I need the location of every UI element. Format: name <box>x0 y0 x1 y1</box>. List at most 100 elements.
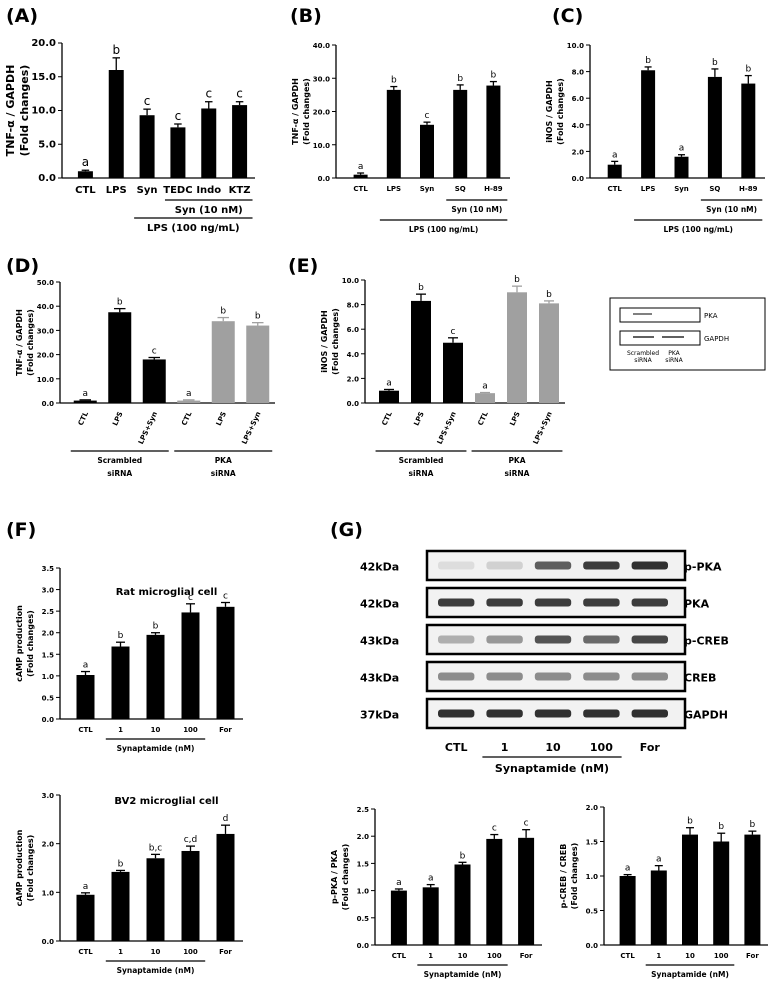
category-label: 1 <box>118 726 123 734</box>
y-tick-label: 0.0 <box>347 400 360 408</box>
y-tick-label: 3.0 <box>42 587 55 595</box>
blot-band <box>631 709 668 718</box>
chart-f-bv2: BV2 microglial cell 0.0 1.0 2.0 3.0 cAMP prod… <box>15 792 243 975</box>
significance-letter: a <box>679 144 685 154</box>
y-tick-label: 10.0 <box>342 277 359 285</box>
y-tick-label: 10.0 <box>567 42 584 50</box>
category-label: 1 <box>118 948 123 956</box>
category-label: Syn <box>420 185 435 193</box>
significance-letter: b <box>687 817 693 827</box>
y-tick-label: 15.0 <box>31 72 56 83</box>
group-label: Syn (10 nM) <box>175 205 243 216</box>
blot-lane-label: For <box>640 741 661 754</box>
group-label: Synaptamide (nM) <box>117 744 195 753</box>
y-tick-label: 0.0 <box>42 716 55 724</box>
bar <box>379 390 399 403</box>
y-tick-label: 0.5 <box>357 915 370 923</box>
blot-lane-label: 100 <box>590 741 613 754</box>
y-tick-label: 1.0 <box>42 673 55 681</box>
panel-label-b: (B) <box>290 5 322 27</box>
significance-letter: b <box>220 307 226 317</box>
category-label: SQ <box>455 185 466 193</box>
y-axis-label: iNOS / GAPDH <box>320 310 329 372</box>
y-tick-label: 30.0 <box>313 75 330 83</box>
y-axis-label: iNOS / GAPDH <box>545 80 554 142</box>
category-label: Syn <box>137 185 158 196</box>
group-label-2: siRNA <box>409 469 434 478</box>
bar <box>411 300 431 403</box>
chart-title: BV2 microglial cell <box>114 796 218 807</box>
bar <box>108 70 124 178</box>
category-label: CTL <box>380 410 394 427</box>
group-label: LPS (100 ng/mL) <box>147 223 240 234</box>
significance-letter: a <box>612 150 618 160</box>
y-tick-label: 10.0 <box>313 142 330 150</box>
y-axis-label: cAMP production <box>15 605 24 682</box>
category-label: 100 <box>714 952 729 960</box>
blot-row-label: p-PKA <box>684 561 722 574</box>
category-label: TEDC <box>163 185 192 196</box>
category-label: 100 <box>183 726 198 734</box>
blot-lane-label: CTL <box>445 741 468 754</box>
bar <box>744 834 761 945</box>
y-axis-label-2: (Fold changes) <box>570 843 579 910</box>
category-label: 10 <box>458 952 468 960</box>
blot-band <box>486 672 523 681</box>
group-label: LPS (100 ng/mL) <box>409 225 478 234</box>
y-tick-label: 8.0 <box>347 302 360 310</box>
category-label: H-89 <box>484 185 503 193</box>
significance-letter: b <box>514 275 520 285</box>
blot-inset-label-gapdh: GAPDH <box>704 335 729 343</box>
y-axis-label-2: (Fold changes) <box>331 308 340 375</box>
category-label: 100 <box>183 948 198 956</box>
category-label: LPS+Syn <box>240 410 262 445</box>
category-label: H-89 <box>739 185 758 193</box>
y-axis-label-2: (Fold changes) <box>26 610 35 677</box>
category-label: LPS <box>386 185 401 193</box>
y-tick-label: 2.5 <box>42 608 55 616</box>
chart-c: 0.0 2.0 4.0 6.0 8.0 10.0 iNOS / GAPDH (Fold cha… <box>545 42 765 234</box>
chart-b: 0.0 10.0 20.0 30.0 40.0 TNF-α / GAPDH (Fold ch… <box>291 42 510 234</box>
blot-band <box>438 598 475 607</box>
bar <box>475 393 495 403</box>
blot-row-label: p-CREB <box>684 635 729 648</box>
category-label: Indo <box>196 185 221 196</box>
y-tick-label: 30.0 <box>37 327 54 335</box>
blot-band <box>583 672 620 681</box>
significance-letter: c <box>223 592 228 602</box>
category-label: LPS <box>215 410 228 427</box>
chart-g-ppka: 0.0 0.5 1.0 1.5 2.0 2.5 p-PKA / PKA (Fold chang… <box>330 806 542 979</box>
significance-letter: a <box>386 378 392 388</box>
blot-row-label: PKA <box>684 598 710 611</box>
bar <box>108 312 132 403</box>
panel-label-f: (F) <box>6 519 36 541</box>
bar <box>390 890 407 945</box>
blot-kda-label: 43kDa <box>360 672 399 685</box>
group-label: Scrambled <box>399 456 444 465</box>
group-label: Synaptamide (nM) <box>651 970 729 979</box>
group-label: Synaptamide (nM) <box>424 970 502 979</box>
bar <box>641 70 656 178</box>
y-axis-label: TNF-α / GAPDH <box>15 309 24 376</box>
bar <box>232 105 248 178</box>
y-axis-label: cAMP production <box>15 829 24 906</box>
category-label: 1 <box>656 952 661 960</box>
blot-inset-gapdh-box <box>619 330 701 346</box>
category-label: 10 <box>685 952 695 960</box>
significance-letter: c <box>492 824 497 834</box>
significance-letter: a <box>82 389 88 399</box>
y-tick-label: 2.5 <box>357 806 370 814</box>
y-tick-label: 1.5 <box>357 860 370 868</box>
bar <box>111 871 130 941</box>
y-tick-label: 5.0 <box>38 139 56 150</box>
significance-letter: a <box>625 864 631 874</box>
category-label: CTL <box>180 410 194 427</box>
y-tick-label: 6.0 <box>347 326 360 334</box>
blot-band <box>534 598 572 607</box>
significance-letter: c <box>524 819 529 829</box>
y-tick-label: 0.0 <box>42 400 55 408</box>
blot-inset-lane-2-sub: siRNA <box>665 357 683 364</box>
category-label: For <box>746 952 759 960</box>
significance-letter: b <box>745 65 751 75</box>
